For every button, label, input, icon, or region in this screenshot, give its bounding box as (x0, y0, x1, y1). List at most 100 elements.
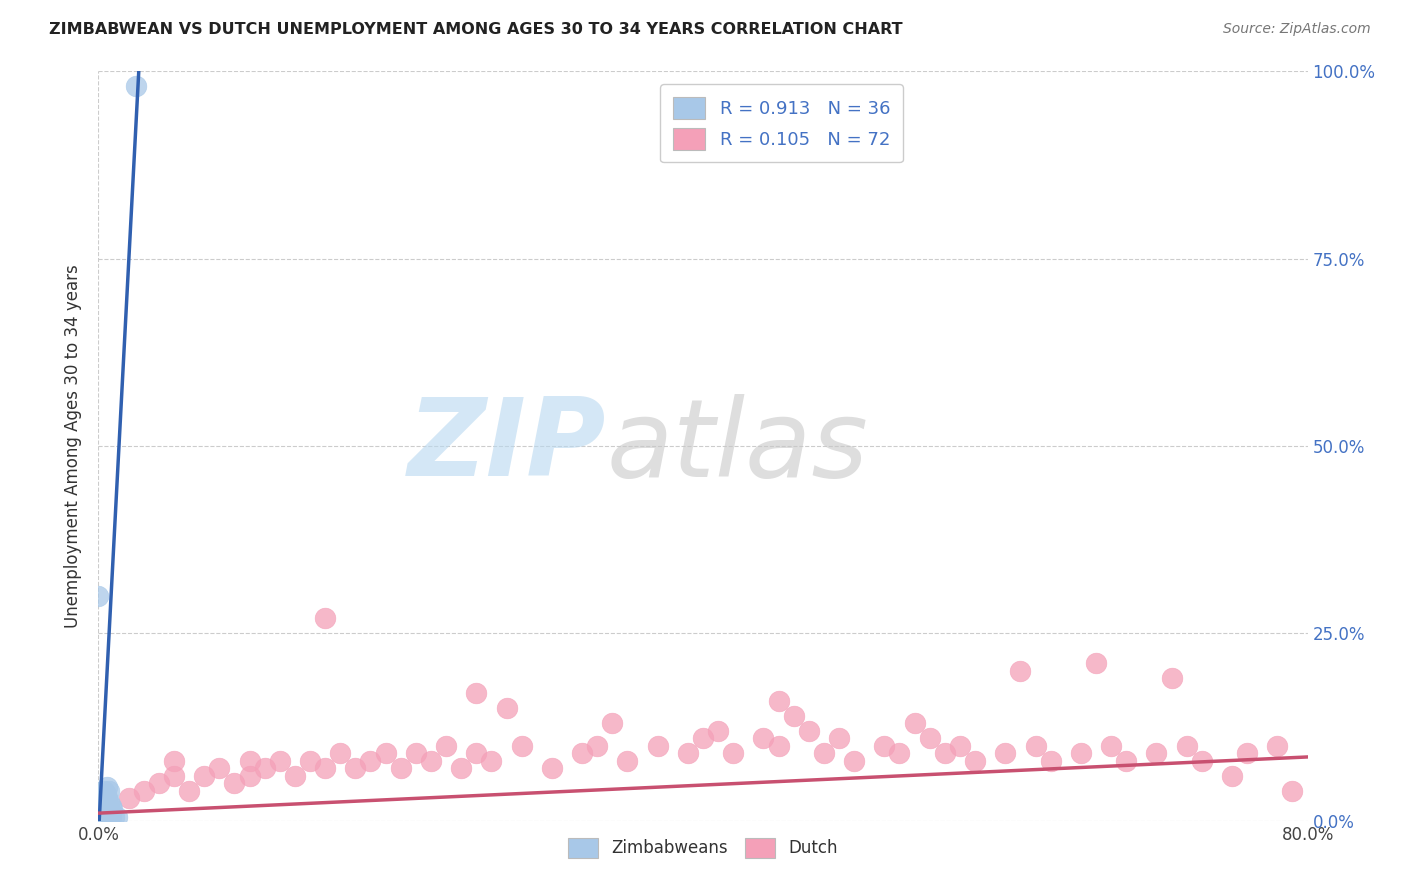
Point (844, 754, 866, 768)
Point (91, 806, 114, 821)
Point (299, 754, 322, 768)
Point (1115, 754, 1137, 768)
Point (1070, 746, 1092, 760)
Point (1099, 739, 1122, 753)
Point (105, 810, 128, 824)
Point (904, 716, 927, 731)
Y-axis label: Unemployment Among Ages 30 to 34 years: Unemployment Among Ages 30 to 34 years (65, 264, 83, 628)
Point (918, 731, 941, 746)
Point (94, 806, 117, 821)
Point (93, 802, 115, 816)
Point (103, 810, 125, 824)
Point (707, 723, 730, 738)
Point (98, 795, 121, 809)
Point (647, 739, 669, 753)
Point (768, 694, 790, 708)
Point (510, 739, 533, 753)
Point (314, 761, 336, 775)
Point (96, 798, 118, 813)
Point (93, 783, 115, 797)
Point (163, 754, 186, 768)
Point (93, 791, 115, 805)
Point (98, 802, 121, 816)
Point (450, 761, 472, 775)
Point (98, 783, 121, 797)
Point (101, 802, 124, 816)
Point (93, 810, 115, 824)
Point (602, 716, 624, 731)
Point (465, 746, 488, 760)
Point (239, 769, 262, 783)
Point (284, 769, 307, 783)
Point (360, 754, 382, 768)
Point (965, 754, 987, 768)
Point (616, 754, 638, 768)
Point (1024, 739, 1046, 753)
Point (889, 746, 911, 760)
Point (91, 810, 114, 824)
Point (208, 761, 231, 775)
Point (94, 795, 117, 809)
Point (329, 746, 352, 760)
Point (314, 611, 336, 625)
Point (100, 810, 122, 824)
Point (405, 746, 427, 760)
Text: Source: ZipAtlas.com: Source: ZipAtlas.com (1223, 22, 1371, 37)
Point (692, 731, 714, 746)
Point (1236, 746, 1258, 760)
Point (934, 746, 956, 760)
Point (873, 739, 896, 753)
Point (94, 810, 117, 824)
Point (1191, 754, 1213, 768)
Point (828, 731, 851, 746)
Point (797, 723, 820, 738)
Point (1267, 739, 1289, 753)
Point (723, 746, 745, 760)
Point (1144, 746, 1167, 760)
Point (481, 754, 503, 768)
Point (994, 746, 1017, 760)
Point (269, 754, 291, 768)
Point (179, 783, 201, 797)
Point (118, 791, 141, 805)
Point (344, 761, 367, 775)
Text: ZIP: ZIP (408, 393, 606, 499)
Point (1039, 754, 1062, 768)
Point (813, 746, 835, 760)
Point (239, 754, 262, 768)
Point (949, 739, 972, 753)
Point (1085, 657, 1108, 671)
Point (94, 788, 117, 802)
Point (571, 746, 593, 760)
Point (100, 798, 122, 813)
Point (434, 739, 457, 753)
Point (163, 769, 186, 783)
Point (87, 589, 110, 603)
Point (98, 810, 121, 824)
Point (768, 739, 790, 753)
Point (1281, 783, 1303, 797)
Point (91, 806, 114, 821)
Point (93, 802, 115, 816)
Point (132, 783, 155, 797)
Text: ZIMBABWEAN VS DUTCH UNEMPLOYMENT AMONG AGES 30 TO 34 YEARS CORRELATION CHART: ZIMBABWEAN VS DUTCH UNEMPLOYMENT AMONG A… (49, 22, 903, 37)
Text: atlas: atlas (606, 393, 868, 499)
Point (1010, 664, 1032, 678)
Point (253, 761, 276, 775)
Point (1220, 769, 1243, 783)
Point (98, 806, 121, 821)
Point (91, 788, 114, 802)
Point (495, 701, 517, 715)
Point (193, 769, 215, 783)
Point (224, 776, 246, 790)
Point (783, 708, 806, 723)
Point (91, 798, 114, 813)
Point (89, 810, 111, 824)
Point (374, 746, 396, 760)
Point (465, 686, 488, 700)
Legend: Zimbabweans, Dutch: Zimbabweans, Dutch (561, 831, 845, 864)
Point (96, 806, 118, 821)
Point (389, 761, 412, 775)
Point (1160, 671, 1182, 685)
Point (96, 806, 118, 821)
